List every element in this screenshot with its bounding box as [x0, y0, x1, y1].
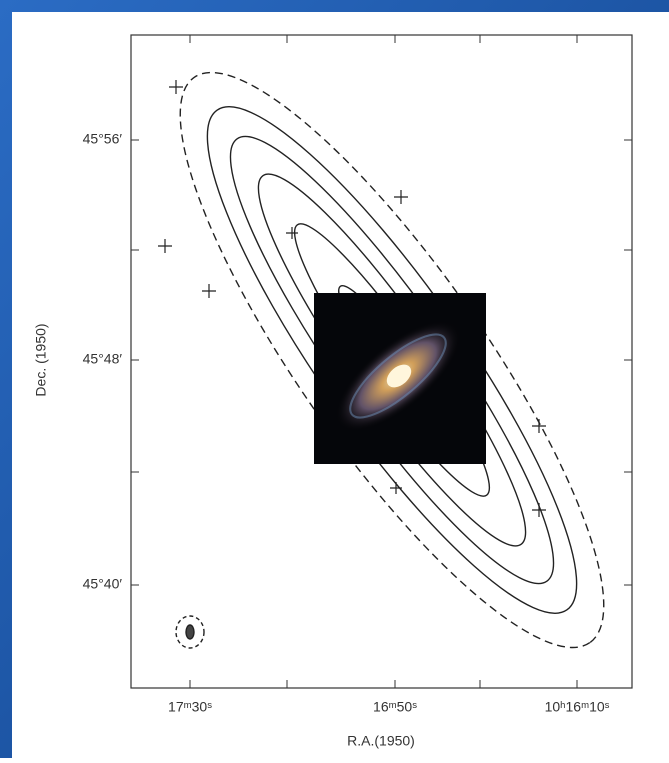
- map-frame: [130, 34, 633, 689]
- y-tick-label: 45°40′: [83, 576, 123, 592]
- x-tick-label: 16ᵐ50ˢ: [373, 699, 417, 715]
- frame-ticks: [131, 35, 632, 688]
- galaxy-image: [314, 293, 486, 464]
- beam: [175, 615, 205, 649]
- x-tick-label: 17ᵐ30ˢ: [168, 699, 212, 715]
- y-tick-label: 45°48′: [83, 351, 123, 367]
- y-tick-label: 45°56′: [83, 131, 123, 147]
- x-axis-label: R.A.(1950): [347, 733, 415, 749]
- y-axis-label: Dec. (1950): [33, 323, 49, 396]
- star-markers: [158, 80, 546, 517]
- x-tick-label: 10ʰ16ᵐ10ˢ: [545, 699, 610, 715]
- outer-contour: [179, 71, 605, 649]
